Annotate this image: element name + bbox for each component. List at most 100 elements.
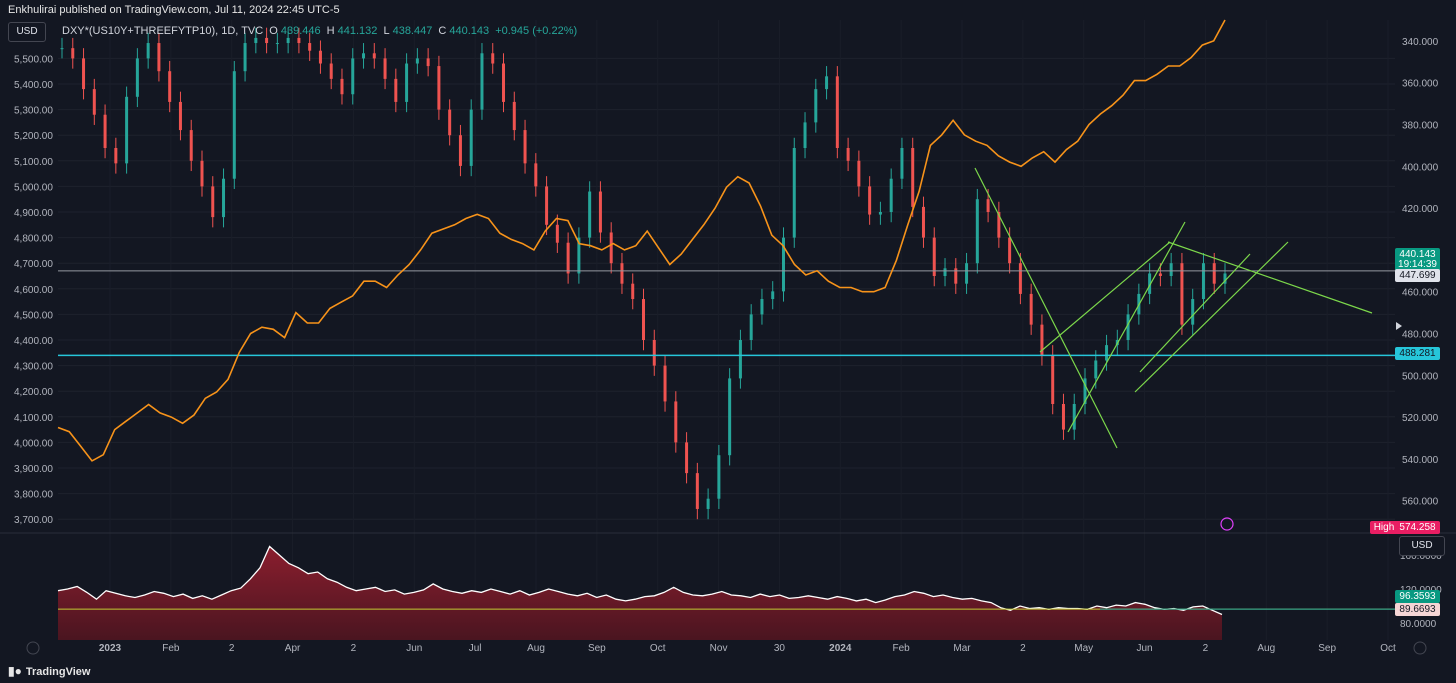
candle-body xyxy=(1018,263,1022,294)
x-tick-label: Jul xyxy=(469,643,482,654)
trendline xyxy=(1067,221,1186,433)
candle-body xyxy=(103,114,107,148)
x-tick-label: 2 xyxy=(1203,643,1209,654)
right-tick-label: 420.000 xyxy=(1402,204,1439,215)
candle-body xyxy=(965,263,969,284)
right-tick-label: 540.000 xyxy=(1402,455,1439,466)
candle-series xyxy=(60,27,1227,520)
candle-body xyxy=(1201,263,1205,300)
white-line-tag: 447.699 xyxy=(1395,269,1440,282)
candle-body xyxy=(932,237,936,276)
lightning-icon xyxy=(1220,517,1234,531)
right-tick-label: 560.000 xyxy=(1402,497,1439,508)
candle-body xyxy=(846,148,850,161)
candle-body xyxy=(200,160,204,187)
right-tick-label: 380.000 xyxy=(1402,120,1439,131)
currency-button-bottom[interactable]: USD xyxy=(1399,536,1445,556)
grid xyxy=(0,20,1456,640)
candle-body xyxy=(1169,263,1173,276)
zoom-icon xyxy=(26,641,40,655)
candle-body xyxy=(911,148,915,207)
right-tick-label: 340.000 xyxy=(1402,37,1439,48)
x-tick-label: Sep xyxy=(1318,643,1336,654)
candle-body xyxy=(405,63,409,102)
candle-body xyxy=(598,191,602,233)
x-tick-label: Mar xyxy=(953,643,971,654)
candle-body xyxy=(254,37,258,44)
candle-body xyxy=(146,43,150,59)
candle-body xyxy=(1094,360,1098,379)
trendline xyxy=(1134,241,1289,393)
candle-body xyxy=(512,101,516,131)
left-tick-label: 3,700.00 xyxy=(14,515,53,526)
candle-body xyxy=(1029,293,1033,325)
candle-body xyxy=(997,212,1001,238)
candle-body xyxy=(1191,299,1195,325)
candle-body xyxy=(189,130,193,161)
right-tick-label: 400.000 xyxy=(1402,162,1439,173)
candle-body xyxy=(792,148,796,238)
candle-body xyxy=(835,76,839,148)
candle-body xyxy=(415,58,419,64)
right-tick-label: 520.000 xyxy=(1402,413,1439,424)
candle-body xyxy=(394,78,398,102)
x-tick-label: Jun xyxy=(1137,643,1153,654)
indicator-area xyxy=(58,546,1222,640)
currency-button-top[interactable]: USD xyxy=(8,22,46,42)
scroll-arrow-icon xyxy=(1396,322,1402,330)
candle-body xyxy=(211,186,215,218)
candle-body xyxy=(1126,314,1130,340)
candle-body xyxy=(685,442,689,474)
legend-high: 441.132 xyxy=(337,25,378,37)
left-tick-label: 4,900.00 xyxy=(14,208,53,219)
trendline xyxy=(1039,241,1171,353)
candle-body xyxy=(706,498,710,509)
x-axis: 2023 Feb 2 Apr 2 Jun Jul Aug Sep Oct Nov 30 2024 Feb M… xyxy=(99,643,1396,654)
candle-body xyxy=(1072,404,1076,430)
auto-scale-icon xyxy=(1413,641,1427,655)
x-tick-label: Nov xyxy=(710,643,728,654)
indicator-line xyxy=(57,545,1223,616)
candle-body xyxy=(308,43,312,51)
left-tick-label: 4,000.00 xyxy=(14,438,53,449)
candle-body xyxy=(351,58,355,95)
candle-body xyxy=(943,268,947,276)
candle-body xyxy=(975,199,979,264)
candle-body xyxy=(566,242,570,274)
legend-close: 440.143 xyxy=(449,25,490,37)
legend-low-label: L xyxy=(383,25,390,37)
right-tick-label: 500.000 xyxy=(1402,371,1439,382)
tradingview-logo-icon: ▮● xyxy=(8,664,22,678)
candle-body xyxy=(889,178,893,212)
candle-body xyxy=(265,37,269,44)
candle-body xyxy=(954,268,958,284)
candle-body xyxy=(814,89,818,123)
candle-body xyxy=(771,291,775,300)
legend-high-label: H xyxy=(326,25,335,37)
candle-body xyxy=(545,186,549,225)
candle-body xyxy=(82,58,86,90)
x-tick-label: 2023 xyxy=(99,643,122,654)
candle-body xyxy=(825,76,829,90)
x-tick-label: Oct xyxy=(1380,643,1396,654)
left-tick-label: 4,500.00 xyxy=(14,310,53,321)
candle-body xyxy=(1148,273,1152,294)
candle-body xyxy=(92,89,96,115)
top-bar xyxy=(0,0,1456,20)
candle-body xyxy=(480,53,484,110)
candle-body xyxy=(222,178,226,218)
candle-body xyxy=(426,58,430,67)
chart-canvas[interactable]: 5,500.00 5,400.00 5,300.00 5,200.00 5,100.00… xyxy=(0,0,1456,658)
candle-body xyxy=(900,148,904,179)
left-tick-label: 4,300.00 xyxy=(14,362,53,373)
candle-body xyxy=(749,314,753,340)
misc-marks xyxy=(26,322,1427,655)
left-tick-label: 5,100.00 xyxy=(14,157,53,168)
candle-body xyxy=(168,71,172,102)
candle-body xyxy=(1008,237,1012,264)
candle-body xyxy=(921,206,925,238)
candle-body xyxy=(674,401,678,443)
candle-body xyxy=(491,53,495,64)
candle-body xyxy=(986,199,990,212)
right-tick-label: 460.000 xyxy=(1402,288,1439,299)
